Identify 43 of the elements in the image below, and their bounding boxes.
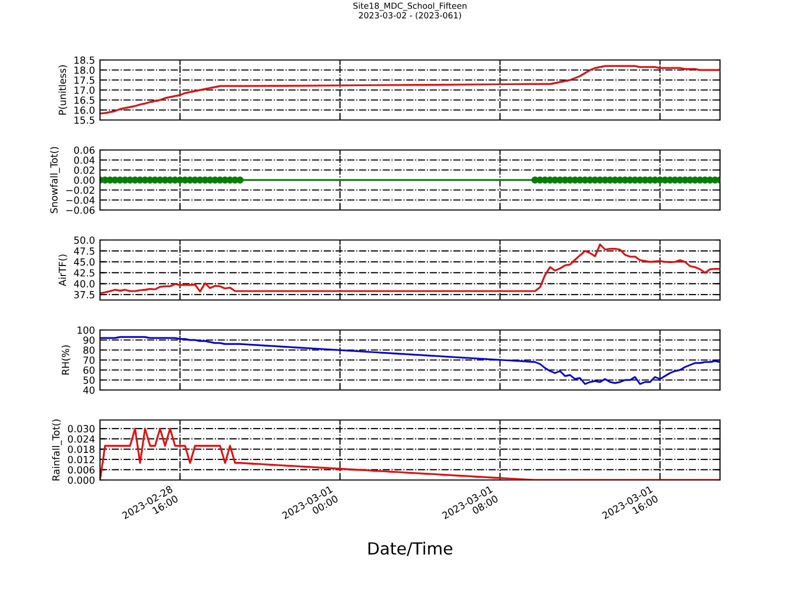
y-tick-label: 0.04 <box>74 156 95 164</box>
y-axis-title: P(unitless) <box>58 65 68 115</box>
y-tick-label: −0.06 <box>66 206 95 214</box>
y-tick-label: 0.06 <box>74 146 95 154</box>
line-series <box>100 65 720 114</box>
y-tick-label: −0.02 <box>66 186 94 194</box>
y-tick-label: 60 <box>83 366 94 374</box>
y-tick-label: 0.030 <box>68 425 94 432</box>
y-tick-label: 0.006 <box>68 466 95 474</box>
y-tick-label: 50.0 <box>74 236 94 244</box>
y-tick-label: 17.5 <box>74 76 94 84</box>
y-axis-title: RH(%) <box>62 345 70 374</box>
y-tick-label: 90 <box>83 336 94 344</box>
y-tick-label: −0.04 <box>66 196 95 204</box>
y-tick-label: 17.0 <box>74 86 94 94</box>
y-tick-label: 18.5 <box>74 56 94 64</box>
chart-title: Site18_MDC_School_Fifteen 2023-03-02 - (2023-061) <box>353 2 466 20</box>
line-series <box>100 336 720 385</box>
y-tick-label: 40 <box>83 386 94 394</box>
y-tick-label: 42.5 <box>74 269 94 277</box>
y-tick-label: 45.0 <box>74 258 94 266</box>
y-tick-label: 50 <box>84 376 94 384</box>
y-axis-title: Snowfall_Tot() <box>50 147 60 214</box>
y-tick-label: 70 <box>84 356 94 364</box>
y-tick-label: 18.0 <box>74 66 94 74</box>
y-tick-label: 40.0 <box>74 280 94 288</box>
y-tick-label: 16.0 <box>74 106 94 114</box>
y-tick-label: 47.5 <box>74 248 94 255</box>
line-series <box>100 244 720 294</box>
y-tick-label: 0.000 <box>68 476 94 484</box>
y-tick-label: 0.02 <box>74 166 94 174</box>
y-axis-title: Rainfall_Tot() <box>52 420 62 480</box>
x-axis-title: Date/Time <box>368 542 452 556</box>
y-tick-label: 15.5 <box>74 116 94 124</box>
y-tick-label: 80 <box>83 346 94 354</box>
y-tick-label: 0.00 <box>74 176 94 184</box>
y-tick-label: 0.024 <box>68 435 95 443</box>
y-tick-label: 0.018 <box>68 446 94 453</box>
y-axis-title: AirTF() <box>58 254 68 286</box>
y-tick-label: 0.012 <box>68 456 94 464</box>
y-tick-label: 100 <box>78 326 94 334</box>
y-tick-label: 37.5 <box>74 291 94 298</box>
y-tick-label: 16.5 <box>74 96 94 104</box>
